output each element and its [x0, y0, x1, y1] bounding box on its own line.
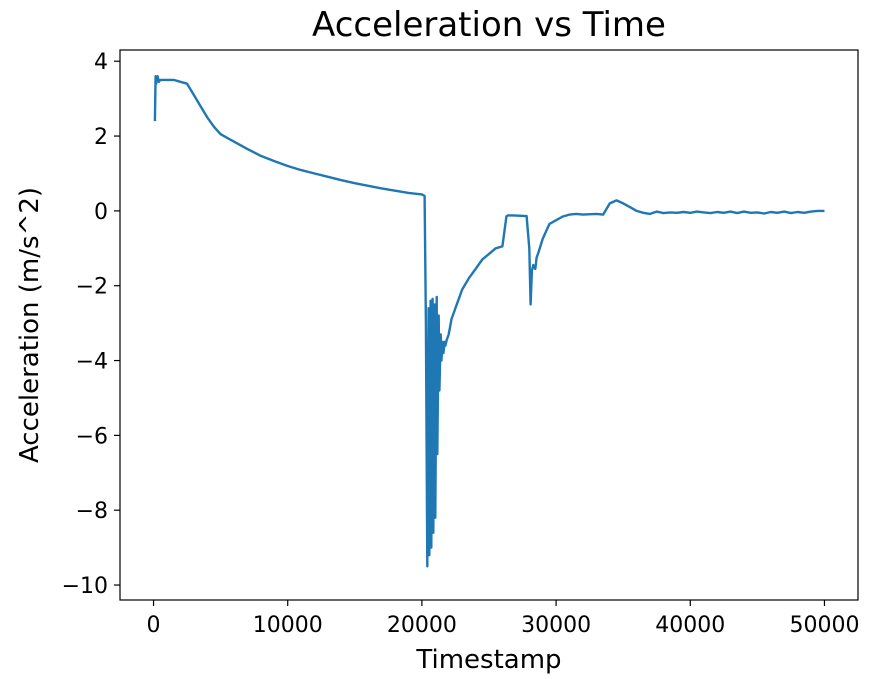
y-tick-label: 4	[94, 50, 108, 75]
x-tick-label: 10000	[253, 613, 323, 638]
y-tick-label: 0	[94, 200, 108, 225]
y-tick-label: −8	[76, 499, 108, 524]
y-axis-label: Acceleration (m/s^2)	[15, 187, 45, 463]
y-tick-label: 2	[94, 125, 108, 150]
x-tick-label: 0	[147, 613, 161, 638]
y-axis: 4 2 0 −2 −4 −6 −8 −10	[62, 50, 120, 599]
acceleration-series-line	[153, 74, 825, 568]
x-tick-label: 30000	[521, 613, 591, 638]
plot-frame	[119, 49, 859, 601]
y-tick-label: −6	[76, 424, 108, 449]
y-tick-label: −10	[62, 574, 108, 599]
x-tick-label: 20000	[387, 613, 457, 638]
plot-area: 0 10000 20000 30000 40000 50000 4 2 0 −2 −4 −6 −8 −1…	[62, 49, 859, 638]
x-tick-label: 50000	[789, 613, 859, 638]
chart-title: Acceleration vs Time	[312, 5, 666, 45]
x-tick-label: 40000	[655, 613, 725, 638]
x-axis: 0 10000 20000 30000 40000 50000	[147, 600, 859, 638]
y-tick-label: −4	[76, 350, 108, 375]
x-axis-label: Timestamp	[415, 645, 561, 675]
series-layer	[153, 74, 825, 568]
y-tick-label: −2	[76, 275, 108, 300]
